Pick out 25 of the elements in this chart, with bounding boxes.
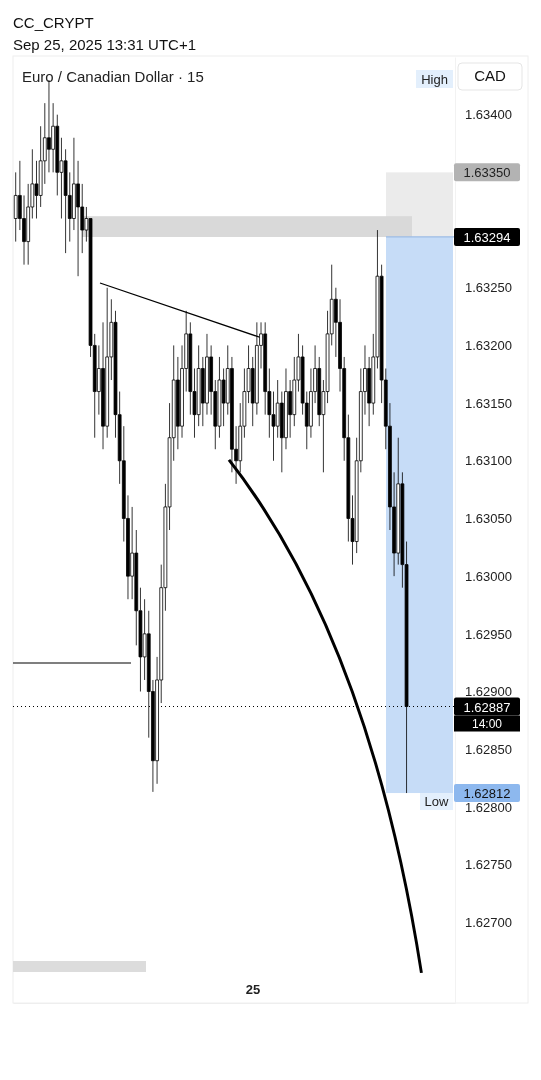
- annotation: 25: [245, 982, 261, 997]
- text: 14:00: [471, 716, 503, 731]
- text: CAD: [474, 67, 506, 84]
- y-tick-label: 1.62900: [465, 684, 512, 700]
- y-tick-label: 1.63250: [465, 280, 512, 296]
- band-label: 1.62812: [463, 786, 511, 802]
- annotation: Low: [424, 794, 450, 810]
- text: Sep 25, 2025 13:31 UTC+1: [13, 36, 197, 53]
- y-tick-label: 1.62800: [465, 799, 512, 815]
- y-tick-label: 1.63150: [465, 395, 512, 411]
- y-tick-label: 1.63000: [465, 568, 512, 584]
- annotation: High: [421, 72, 448, 87]
- y-tick-label: 1.62950: [465, 626, 512, 642]
- text: CC_CRYPT: [13, 14, 94, 31]
- text: Euro / Canadian Dollar · 15: [22, 68, 204, 85]
- ref-line-label: 1.63294: [463, 229, 511, 245]
- y-tick-label: 1.63400: [465, 107, 512, 123]
- band-label: 1.63350: [463, 165, 511, 181]
- y-tick-label: 1.63200: [465, 338, 512, 354]
- y-tick-label: 1.62750: [465, 857, 512, 873]
- y-tick-label: 1.62700: [465, 914, 512, 930]
- y-tick-label: 1.63100: [465, 453, 512, 469]
- y-tick-label: 1.62850: [465, 741, 512, 757]
- y-tick-label: 1.63050: [465, 511, 512, 527]
- ref-line-label: 1.62887: [463, 699, 511, 715]
